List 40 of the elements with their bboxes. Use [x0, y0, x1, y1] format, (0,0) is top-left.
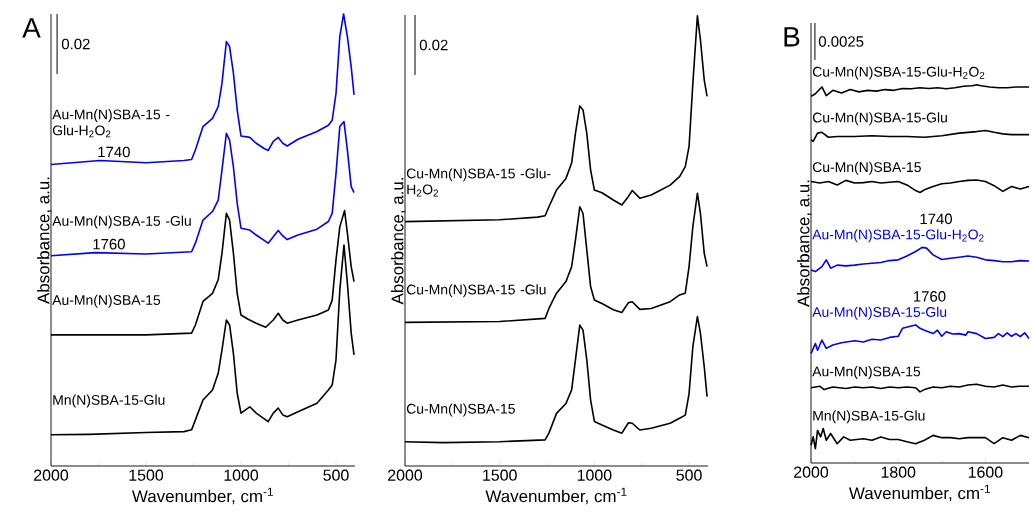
- series-label: Au-Mn(N)SBA-15-Glu: [812, 306, 947, 320]
- series-label: Cu-Mn(N)SBA-15: [406, 403, 515, 417]
- x-tick-label: 1000: [224, 469, 259, 481]
- series-label: Au-Mn(N)SBA-15: [52, 294, 161, 308]
- x-axis-title: Wavenumber, cm$^{-1}$: [131, 487, 274, 505]
- series-label: Mn(N)SBA-15-Glu: [53, 394, 165, 408]
- series-label: Mn(N)SBA-15-Glu: [813, 410, 925, 424]
- y-axis-title: Absorbance, a.u.: [37, 177, 52, 304]
- series-label: Au-Mn(N)SBA-15 -Glu: [52, 215, 191, 229]
- series-label: Cu-Mn(N)SBA-15-Glu: [812, 112, 947, 126]
- series-label: Cu-Mn(N)SBA-15-Glu-H$_{2}$O$_{2}$: [812, 66, 985, 80]
- x-tick-label: 500: [676, 469, 702, 481]
- y-axis-title: Absorbance, a.u.: [797, 180, 812, 307]
- series-label: Cu-Mn(N)SBA-15 -Glu: [406, 284, 546, 298]
- x-tick-label: 1000: [577, 469, 612, 481]
- series-label: Au-Mn(N)SBA-15-Glu-H$_{2}$O$_{2}$: [812, 229, 984, 243]
- annotation: 1760: [913, 291, 946, 302]
- series-label: Au-Mn(N)SBA-15: [812, 366, 921, 380]
- series-label: Au-Mn(N)SBA-15 -Glu-H$_{2}$O$_{2}$: [52, 109, 170, 138]
- x-tick-label: 500: [323, 469, 349, 481]
- annotation: 1740: [98, 146, 130, 158]
- series-label: Cu-Mn(N)SBA-15: [812, 161, 921, 175]
- x-axis-title: Wavenumber, cm$^{-1}$: [848, 484, 991, 502]
- x-tick-label: 2000: [34, 469, 69, 481]
- annotation: 0.02: [419, 39, 448, 51]
- x-tick-label: 1500: [483, 469, 517, 481]
- x-tick-label: 2000: [388, 469, 423, 481]
- text: 0.0025: [818, 36, 864, 47]
- x-axis-title: Wavenumber, cm$^{-1}$: [485, 487, 627, 505]
- x-tick-label: 1600: [968, 466, 1003, 478]
- annotation: 0.02: [61, 38, 90, 50]
- series-label: Cu-Mn(N)SBA-15 -Glu-H$_{2}$O$_{2}$: [406, 168, 551, 197]
- y-axis-title: Absorbance, a.u.: [391, 178, 406, 305]
- chart-title: B: [784, 27, 800, 47]
- x-tick-label: 1500: [129, 469, 164, 481]
- annotation: 1760: [93, 238, 125, 250]
- x-tick-label: 2000: [794, 466, 829, 478]
- chart-title: A: [22, 18, 41, 38]
- x-tick-label: 1800: [881, 466, 916, 478]
- annotation: 1740: [920, 213, 953, 225]
